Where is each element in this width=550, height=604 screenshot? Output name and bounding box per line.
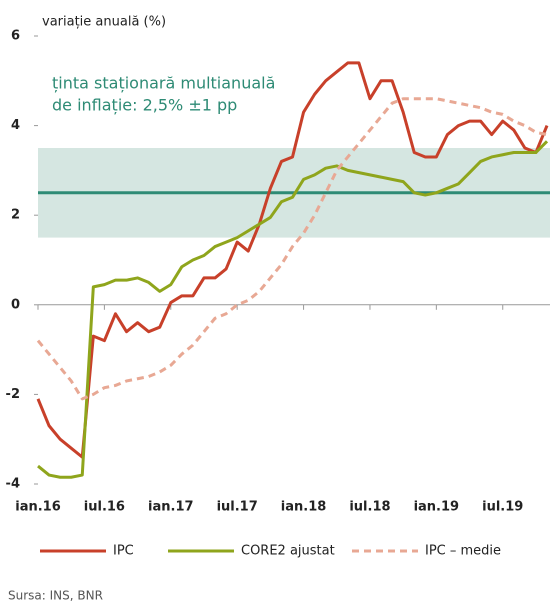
- x-tick-label: ian.17: [148, 500, 194, 515]
- annotation: de inflație: 2,5% ±1 pp: [52, 96, 237, 115]
- series-line: [37, 140, 549, 479]
- legend-label: IPC – medie: [425, 544, 501, 559]
- x-tick-label: ian.16: [15, 500, 61, 515]
- y-tick-label: 4: [11, 118, 20, 133]
- x-tick-label: iul.16: [84, 500, 125, 515]
- y-tick-label: -4: [6, 477, 20, 492]
- series-line: [36, 97, 548, 401]
- y-tick-label: 2: [11, 208, 20, 223]
- x-tick-label: iul.17: [217, 500, 258, 515]
- y-tick-label: 0: [11, 297, 20, 312]
- series-line: [36, 61, 549, 459]
- x-tick-label: iul.18: [349, 500, 390, 515]
- x-tick-label: ian.18: [281, 500, 327, 515]
- legend-label: CORE2 ajustat: [241, 544, 335, 559]
- x-tick-label: ian.19: [414, 500, 460, 515]
- x-tick-label: iul.19: [482, 500, 523, 515]
- source: Sursa: INS, BNR: [8, 589, 103, 603]
- y-axis-label: variație anuală (%): [42, 15, 166, 30]
- annotation: ținta staționară multianuală: [52, 74, 275, 93]
- legend-label: IPC: [113, 544, 134, 559]
- y-tick-label: -2: [6, 387, 20, 402]
- y-tick-label: 6: [11, 29, 20, 44]
